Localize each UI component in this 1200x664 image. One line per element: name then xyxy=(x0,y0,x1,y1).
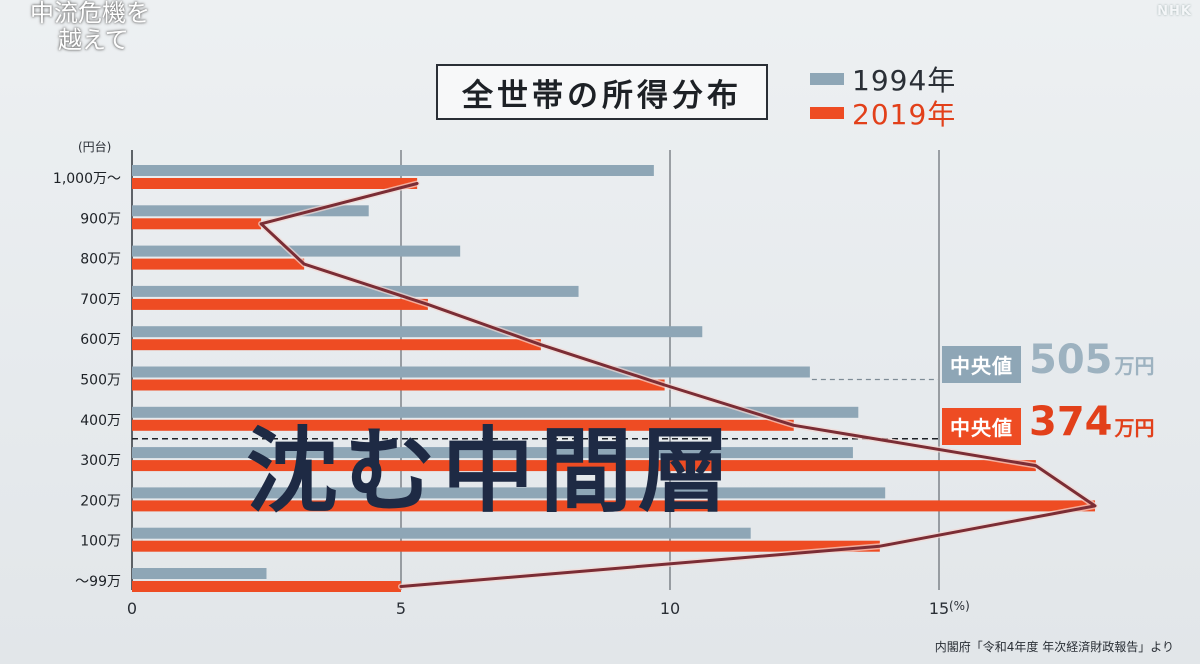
chart-title: 全世帯の所得分布 xyxy=(436,64,768,120)
median-value-1994: 505 xyxy=(1029,337,1113,383)
median-unit-2019: 万円 xyxy=(1114,416,1155,440)
x-axis-unit: (%) xyxy=(949,599,970,613)
bar-1994 xyxy=(132,527,751,539)
y-category-label: 1,000万〜 xyxy=(53,171,121,187)
bar-1994 xyxy=(132,285,579,297)
legend-swatch-2019 xyxy=(810,107,844,119)
median-value-2019: 374 xyxy=(1029,399,1113,445)
headline-annotation: 沈む中間層 xyxy=(246,417,737,525)
median-badge-1994: 中央値 505 万円 xyxy=(942,340,1155,383)
bar-2019 xyxy=(132,298,428,310)
y-category-label: 200万 xyxy=(80,493,121,509)
median-badge-2019: 中央値 374 万円 xyxy=(942,402,1155,445)
x-tick-label: 15 xyxy=(929,599,949,618)
bar-1994 xyxy=(132,487,886,499)
program-title-line1: 中流危機を xyxy=(30,0,150,27)
bar-1994 xyxy=(132,205,369,217)
legend-label-2019: 2019年 xyxy=(852,98,957,131)
bar-2019 xyxy=(132,540,880,552)
y-category-label: 800万 xyxy=(80,252,121,268)
bar-1994 xyxy=(132,366,810,378)
bar-1994 xyxy=(132,245,461,257)
bar-2019 xyxy=(132,258,305,270)
x-tick-label: 0 xyxy=(127,599,137,618)
bar-2019 xyxy=(132,178,418,189)
bar-1994 xyxy=(132,326,703,338)
y-category-label: 400万 xyxy=(80,413,121,429)
program-title: 中流危機を 越えて xyxy=(30,0,150,54)
legend-label-1994: 1994年 xyxy=(852,64,957,97)
program-title-line2: 越えて xyxy=(58,26,129,54)
y-category-label: 100万 xyxy=(80,534,121,550)
bar-2019 xyxy=(132,581,401,592)
x-tick-label: 5 xyxy=(396,599,406,618)
median-label-2019: 中央値 xyxy=(942,408,1021,445)
y-category-label: 900万 xyxy=(80,211,121,227)
bar-2019 xyxy=(132,500,1096,512)
median-label-1994: 中央値 xyxy=(942,346,1021,383)
y-category-label: 500万 xyxy=(80,373,121,389)
bar-2019 xyxy=(132,419,794,431)
bar-1994 xyxy=(132,165,654,176)
legend-item-2019: 2019年 xyxy=(810,96,957,131)
legend: 1994年 2019年 xyxy=(810,62,957,131)
broadcaster-logo: NHK xyxy=(1157,4,1192,19)
bar-1994 xyxy=(132,568,267,579)
y-category-label: 300万 xyxy=(80,453,121,469)
x-tick-label: 10 xyxy=(660,599,680,618)
bar-1994 xyxy=(132,447,853,459)
y-axis-unit: (円台) xyxy=(78,140,112,154)
y-category-label: 600万 xyxy=(80,332,121,348)
median-unit-1994: 万円 xyxy=(1114,354,1155,378)
trend-line-2019 xyxy=(259,182,1097,588)
legend-swatch-1994 xyxy=(810,73,844,85)
bar-2019 xyxy=(132,460,1036,472)
legend-item-1994: 1994年 xyxy=(810,62,957,97)
bar-2019 xyxy=(132,218,262,230)
bar-2019 xyxy=(132,379,665,391)
source-note: 内閣府「令和4年度 年次経済財政報告」より xyxy=(934,640,1174,654)
y-category-label: 〜99万 xyxy=(75,574,121,590)
y-category-label: 700万 xyxy=(80,292,121,308)
bar-1994 xyxy=(132,406,859,418)
bar-2019 xyxy=(132,339,541,351)
